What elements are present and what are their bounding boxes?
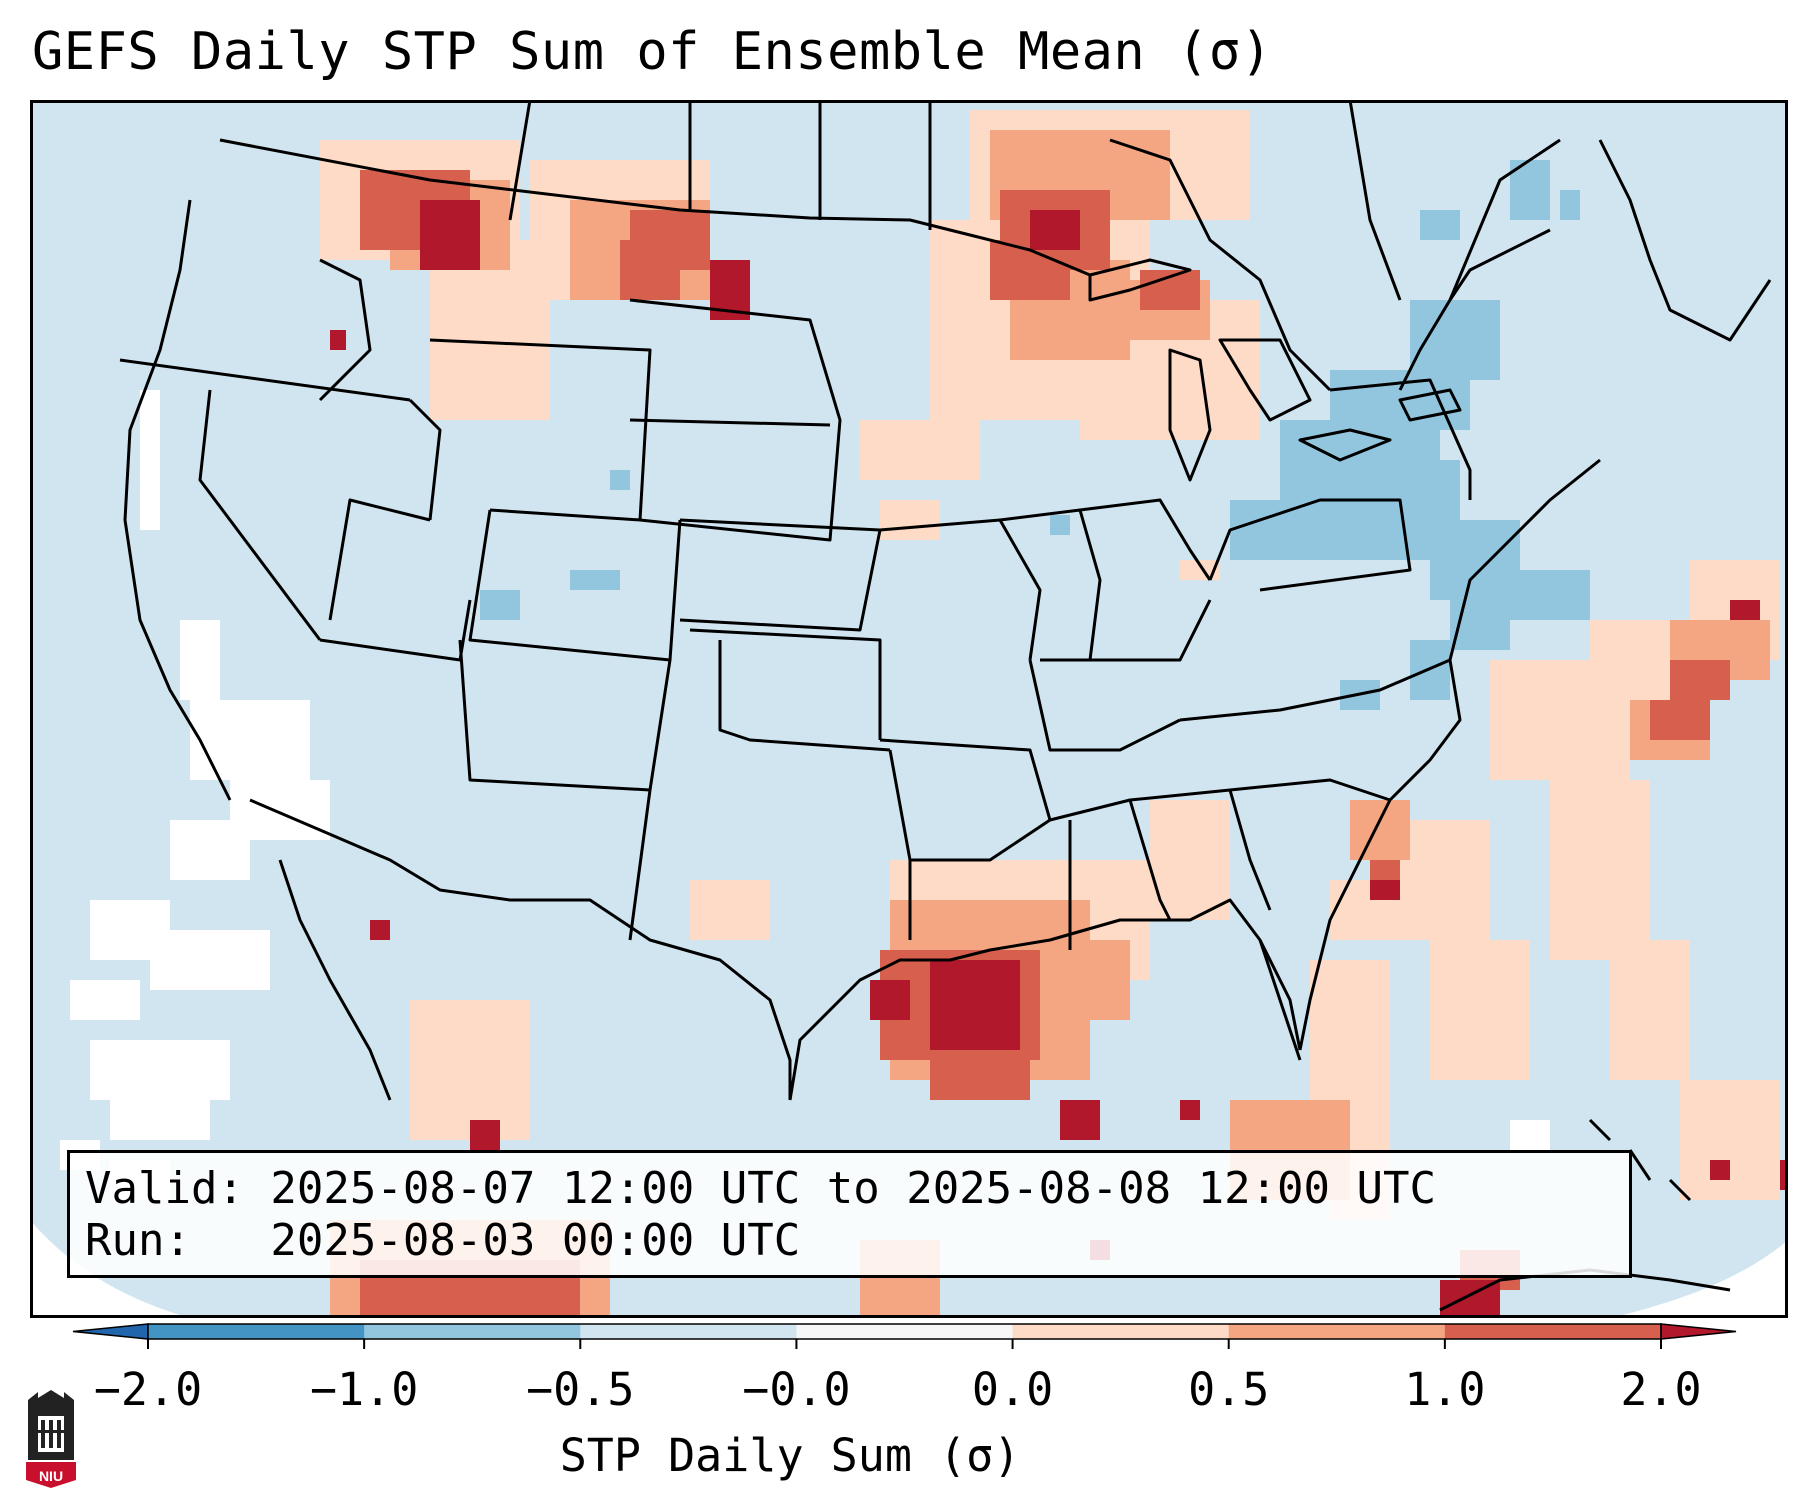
colorbar-tick-label: −1.0 [309, 1363, 419, 1416]
valid-run-box: Valid: 2025-08-07 12:00 UTC to 2025-08-0… [67, 1150, 1632, 1278]
colorbar-tick-label: −0.5 [526, 1363, 635, 1416]
valid-time-text: Valid: 2025-08-07 12:00 UTC to 2025-08-0… [85, 1163, 1437, 1214]
run-time-text: Run: 2025-08-03 00:00 UTC [85, 1215, 801, 1266]
colorbar-tick-label: 0.0 [971, 1363, 1054, 1416]
colorbar-tick-label: 2.0 [1620, 1363, 1702, 1416]
stp-map [30, 100, 1788, 1318]
chart-title: GEFS Daily STP Sum of Ensemble Mean (σ) [32, 22, 1273, 82]
niu-logo-icon [26, 1390, 76, 1488]
logo-text: NIU [38, 1468, 64, 1484]
colorbar-tick-label: −0.0 [742, 1363, 851, 1416]
extreme-positive-cells [330, 200, 1788, 1318]
colorbar-segment [1012, 1324, 1230, 1339]
colorbar-segment [148, 1324, 365, 1339]
colorbar-segment [580, 1324, 797, 1339]
colorbar-over-arrow [1660, 1323, 1737, 1340]
outside-projection-right [1610, 1240, 1788, 1318]
colorbar-segment [1228, 1324, 1446, 1339]
colorbar-label: STP Daily Sum (σ) [559, 1429, 1021, 1482]
colorbar-under-arrow [72, 1323, 149, 1340]
colorbar-segment [1444, 1324, 1662, 1339]
niu-logo: NIU [24, 1390, 78, 1488]
colorbar-tick-label: −2.0 [93, 1363, 203, 1416]
colorbar-tick-label: 1.0 [1404, 1363, 1486, 1416]
map-borders [119, 100, 1772, 1312]
colorbar-tick-label: 0.5 [1188, 1363, 1270, 1416]
outside-projection-left [30, 1220, 190, 1318]
colorbar-segment [796, 1324, 1014, 1339]
colorbar-segment [364, 1324, 581, 1339]
map-frame [30, 100, 1788, 1318]
colorbar-frame [147, 1323, 1662, 1340]
